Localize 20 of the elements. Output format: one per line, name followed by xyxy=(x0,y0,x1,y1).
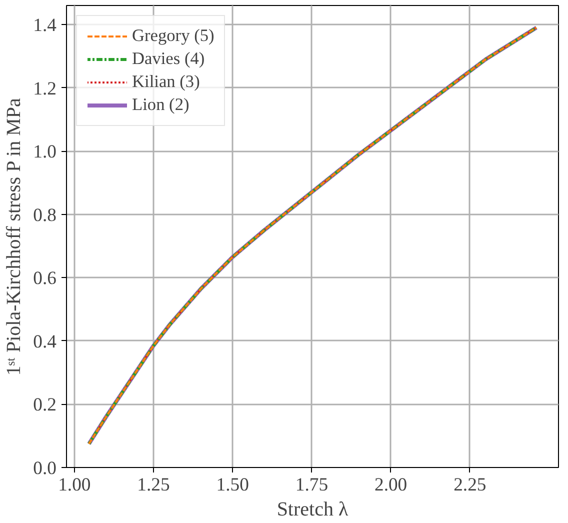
y-tick-label: 1.4 xyxy=(33,14,58,36)
y-tick-label: 0.0 xyxy=(33,458,57,479)
legend-label: Lion (2) xyxy=(132,95,190,115)
x-tick-label: 2.25 xyxy=(454,474,486,496)
legend-label: Gregory (5) xyxy=(132,26,214,46)
y-tick-label: 0.4 xyxy=(33,331,58,352)
y-axis-title: 1ˢᵗ Piola-Kirchhoff stress P in MPa xyxy=(3,98,26,376)
y-tick-label: 0.8 xyxy=(33,204,57,226)
y-tick-label: 1.2 xyxy=(33,78,57,100)
y-tick-label: 0.6 xyxy=(33,268,57,290)
y-tick-label: 1.0 xyxy=(33,142,57,163)
legend-label: Davies (4) xyxy=(132,49,205,69)
x-tick-label: 1.75 xyxy=(295,474,328,496)
y-tick-label: 0.2 xyxy=(33,394,57,416)
legend-label: Kilian (3) xyxy=(132,72,200,92)
x-tick-label: 1.50 xyxy=(216,474,249,496)
x-axis-title: Stretch λ xyxy=(276,498,348,520)
x-tick-label: 1.00 xyxy=(58,474,91,496)
x-tick-label: 2.00 xyxy=(374,474,408,496)
x-tick-label: 1.25 xyxy=(137,474,170,496)
